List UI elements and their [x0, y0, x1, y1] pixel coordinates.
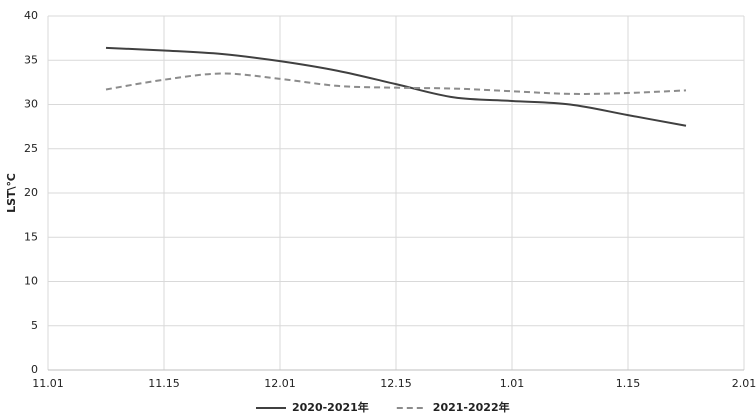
x-tick-label: 12.01	[264, 377, 296, 390]
y-tick-label: 20	[24, 186, 38, 199]
y-tick-label: 25	[24, 142, 38, 155]
x-tick-label: 1.01	[500, 377, 525, 390]
line	[105, 72, 687, 95]
y-axis-label: LST\℃	[5, 173, 18, 213]
y-tick-label: 5	[31, 319, 38, 332]
line	[105, 46, 687, 127]
y-tick-label: 30	[24, 98, 38, 111]
x-tick-label: 2.01	[732, 377, 756, 390]
x-tick-label: 11.01	[32, 377, 64, 390]
y-tick-label: 10	[24, 275, 38, 288]
x-tick-label: 1.15	[616, 377, 641, 390]
y-tick-label: 15	[24, 230, 38, 243]
legend-label: 2020-2021年	[292, 400, 369, 414]
x-tick-label: 11.15	[148, 377, 180, 390]
y-tick-label: 40	[24, 9, 38, 22]
legend-label: 2021-2022年	[433, 400, 510, 414]
x-tick-label: 12.15	[380, 377, 412, 390]
y-tick-label: 35	[24, 53, 38, 66]
y-tick-label: 0	[31, 363, 38, 376]
